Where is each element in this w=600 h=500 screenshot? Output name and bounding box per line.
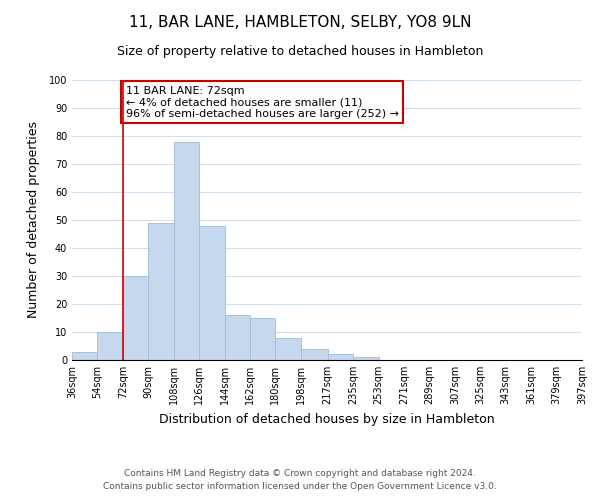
Bar: [301, 349, 328, 360]
Text: 11, BAR LANE, HAMBLETON, SELBY, YO8 9LN: 11, BAR LANE, HAMBLETON, SELBY, YO8 9LN: [129, 15, 471, 30]
Bar: [148, 223, 174, 360]
Text: Size of property relative to detached houses in Hambleton: Size of property relative to detached ho…: [117, 45, 483, 58]
Bar: [353, 357, 379, 360]
Bar: [174, 142, 199, 360]
Bar: [250, 318, 275, 360]
Bar: [224, 315, 250, 360]
Text: Contains HM Land Registry data © Crown copyright and database right 2024.: Contains HM Land Registry data © Crown c…: [124, 468, 476, 477]
Text: 11 BAR LANE: 72sqm
← 4% of detached houses are smaller (11)
96% of semi-detached: 11 BAR LANE: 72sqm ← 4% of detached hous…: [125, 86, 398, 119]
Bar: [199, 226, 224, 360]
X-axis label: Distribution of detached houses by size in Hambleton: Distribution of detached houses by size …: [159, 412, 495, 426]
Bar: [275, 338, 301, 360]
Bar: [97, 332, 123, 360]
Y-axis label: Number of detached properties: Number of detached properties: [28, 122, 40, 318]
Text: Contains public sector information licensed under the Open Government Licence v3: Contains public sector information licen…: [103, 482, 497, 491]
Bar: [72, 352, 97, 360]
Bar: [123, 276, 148, 360]
Bar: [328, 354, 353, 360]
